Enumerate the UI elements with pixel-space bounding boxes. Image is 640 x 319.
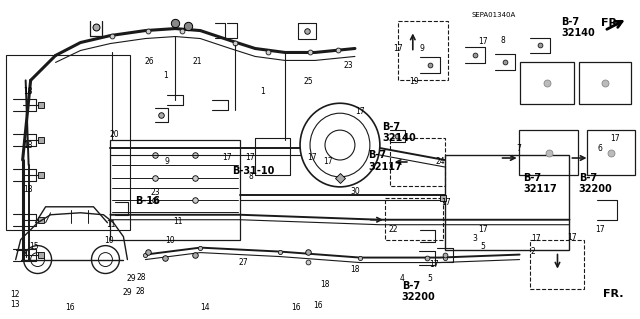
Text: 17: 17 bbox=[478, 225, 488, 234]
Text: 10: 10 bbox=[104, 236, 114, 245]
Text: 5: 5 bbox=[428, 274, 432, 283]
Text: FR.: FR. bbox=[603, 289, 623, 300]
Text: 28: 28 bbox=[135, 287, 145, 296]
Text: 27: 27 bbox=[239, 258, 248, 267]
Text: 12
13: 12 13 bbox=[10, 290, 20, 309]
Text: B-7
32117: B-7 32117 bbox=[368, 150, 402, 172]
Text: 15: 15 bbox=[29, 242, 38, 251]
Text: 17: 17 bbox=[442, 198, 451, 207]
Bar bbox=[529, 240, 584, 289]
Text: 19: 19 bbox=[410, 77, 419, 86]
Text: SEPA01340A: SEPA01340A bbox=[472, 12, 516, 18]
Text: 17: 17 bbox=[429, 260, 438, 269]
Text: B-16: B-16 bbox=[135, 196, 159, 206]
Text: 17: 17 bbox=[568, 233, 577, 242]
Text: 16: 16 bbox=[65, 303, 74, 312]
Text: 30: 30 bbox=[350, 187, 360, 196]
Text: 18: 18 bbox=[23, 87, 32, 96]
Text: B-7
32140: B-7 32140 bbox=[383, 122, 417, 143]
Text: FR.: FR. bbox=[602, 18, 622, 28]
Text: 11: 11 bbox=[106, 220, 115, 229]
Text: 29: 29 bbox=[122, 288, 132, 297]
Text: 26: 26 bbox=[144, 56, 154, 65]
Text: 16: 16 bbox=[291, 303, 301, 312]
Text: 8: 8 bbox=[500, 36, 505, 45]
Text: 18: 18 bbox=[23, 141, 32, 150]
Text: 20: 20 bbox=[109, 130, 119, 138]
Text: B-31-10: B-31-10 bbox=[232, 166, 275, 176]
Bar bbox=[6, 56, 131, 230]
Bar bbox=[518, 130, 579, 175]
Bar bbox=[588, 130, 636, 175]
Bar bbox=[398, 21, 448, 80]
Text: B-7
32117: B-7 32117 bbox=[523, 173, 557, 194]
Text: 10: 10 bbox=[165, 236, 175, 245]
Text: 29: 29 bbox=[127, 274, 136, 283]
Text: 6: 6 bbox=[597, 144, 602, 153]
Text: 17: 17 bbox=[393, 44, 403, 53]
Text: 24: 24 bbox=[435, 157, 445, 166]
Text: 8: 8 bbox=[249, 173, 253, 182]
Text: 11: 11 bbox=[173, 217, 183, 226]
Text: 21: 21 bbox=[193, 56, 202, 65]
Text: 4: 4 bbox=[399, 274, 404, 283]
Text: 1: 1 bbox=[260, 87, 265, 96]
Text: 23: 23 bbox=[344, 61, 353, 70]
Text: 17: 17 bbox=[595, 225, 605, 234]
Text: 22: 22 bbox=[388, 225, 397, 234]
Text: 17: 17 bbox=[478, 38, 488, 47]
Text: 17: 17 bbox=[308, 153, 317, 162]
Text: 2: 2 bbox=[531, 247, 535, 256]
Bar bbox=[385, 198, 443, 240]
Text: 23: 23 bbox=[150, 188, 160, 197]
Text: 3: 3 bbox=[472, 234, 477, 243]
Text: 9: 9 bbox=[164, 157, 169, 166]
Text: 25: 25 bbox=[304, 77, 314, 86]
Text: 5: 5 bbox=[481, 242, 485, 251]
Bar bbox=[111, 140, 240, 240]
Text: 17: 17 bbox=[245, 153, 255, 162]
Text: B-7
32200: B-7 32200 bbox=[402, 280, 435, 302]
Text: 9: 9 bbox=[420, 44, 424, 53]
Bar bbox=[445, 155, 570, 249]
Text: B-7
32200: B-7 32200 bbox=[579, 173, 612, 194]
Text: 7: 7 bbox=[517, 144, 522, 153]
Text: 17: 17 bbox=[355, 108, 364, 116]
Text: B-7
32140: B-7 32140 bbox=[561, 17, 595, 39]
Text: 14: 14 bbox=[200, 303, 210, 312]
Text: 17: 17 bbox=[323, 157, 332, 166]
Text: 17: 17 bbox=[531, 234, 541, 243]
Text: 18: 18 bbox=[321, 280, 330, 289]
Text: 28: 28 bbox=[136, 272, 146, 281]
Bar bbox=[520, 63, 575, 104]
Text: 17: 17 bbox=[223, 153, 232, 162]
Text: 18: 18 bbox=[350, 264, 360, 274]
Bar bbox=[579, 63, 631, 104]
Bar bbox=[390, 138, 445, 186]
Text: 17: 17 bbox=[610, 134, 620, 143]
Text: 1: 1 bbox=[163, 71, 168, 80]
Text: 18: 18 bbox=[23, 185, 32, 194]
Text: 16: 16 bbox=[313, 301, 323, 310]
